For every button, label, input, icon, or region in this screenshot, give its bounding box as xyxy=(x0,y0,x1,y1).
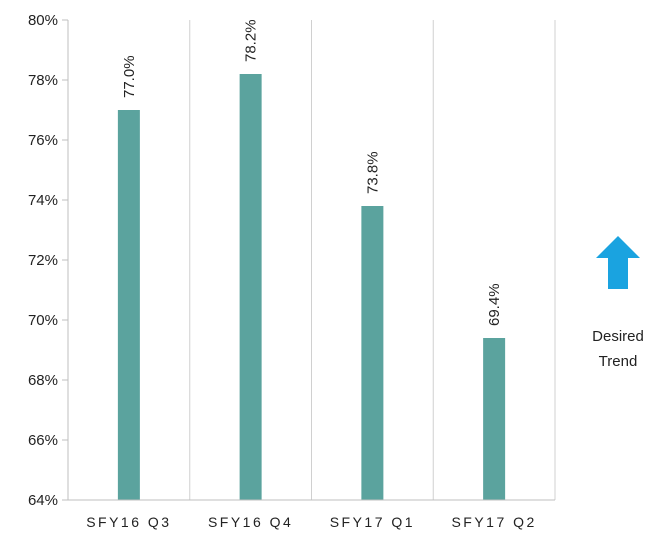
y-tick-label: 78% xyxy=(28,72,58,89)
y-tick-label: 72% xyxy=(28,252,58,269)
y-tick-label: 80% xyxy=(28,12,58,29)
labels-layer: 64% 66% 68% 70% 72% 74% 76% 78% 80% SFY16 Q3 77.0%… xyxy=(28,12,536,530)
data-label: 78.2% xyxy=(243,19,260,62)
grid-layer xyxy=(189,20,556,500)
data-label: 73.8% xyxy=(364,151,381,194)
up-arrow-icon xyxy=(596,236,640,289)
y-tick-label: 70% xyxy=(28,312,58,329)
x-tick-label: SFY17 Q2 xyxy=(451,514,536,530)
bar xyxy=(239,74,262,500)
y-tick-label: 68% xyxy=(28,372,58,389)
desired-trend-line1: Desired xyxy=(592,328,644,345)
y-tick-label: 64% xyxy=(28,492,58,509)
y-tick-label: 74% xyxy=(28,192,58,209)
y-tick-label: 76% xyxy=(28,132,58,149)
data-label: 69.4% xyxy=(486,283,503,326)
bar xyxy=(361,206,384,500)
bars-layer xyxy=(117,74,506,500)
y-tick-label: 66% xyxy=(28,432,58,449)
axis-layer xyxy=(62,19,555,501)
x-tick-label: SFY16 Q3 xyxy=(86,514,171,530)
bar xyxy=(117,110,140,500)
x-tick-label: SFY16 Q4 xyxy=(208,514,293,530)
desired-trend-line2: Trend xyxy=(599,353,638,370)
bar xyxy=(483,338,506,500)
data-label: 77.0% xyxy=(121,55,138,98)
desired-trend-annotation: Desired Trend xyxy=(592,236,644,370)
x-tick-label: SFY17 Q1 xyxy=(330,514,415,530)
